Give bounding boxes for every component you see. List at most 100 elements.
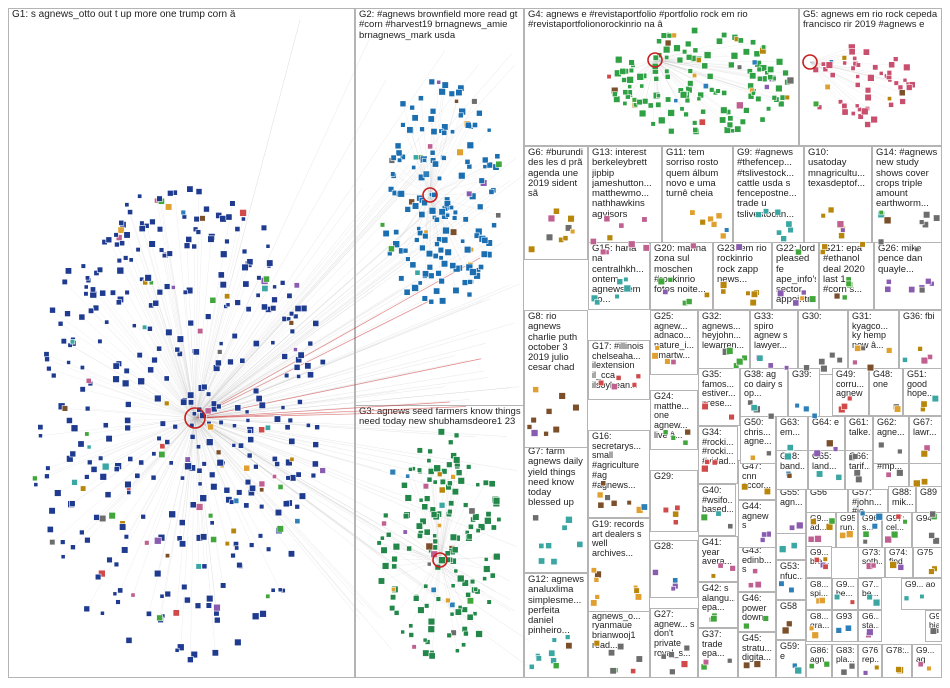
group-label-g7: G7: farm agnews daily yield things need … bbox=[528, 447, 583, 509]
group-label-g38: G38: ag co dairy s op... bbox=[744, 370, 783, 399]
group-panel-g51: G51: good hope... bbox=[903, 368, 942, 416]
group-label-g15: G15: hana na centralhkh... ontem agnews … bbox=[592, 244, 644, 306]
group-label-g6a: G6... sta... bbox=[862, 612, 879, 631]
group-label-g8a: G8... spi... bbox=[810, 580, 829, 599]
group-label-g74: G74: find bbox=[889, 548, 908, 567]
group-panel-g8b: G8... gra... bbox=[806, 610, 832, 642]
group-label-g21: G21: epa #ethanol deal 2020 last 1 #corn… bbox=[823, 244, 865, 295]
group-panel-g22: G22: lord pleased fe ape_info's sector a… bbox=[772, 242, 819, 310]
group-panel-g58: G58 bbox=[776, 600, 806, 640]
group-label-g4: G4: agnews e #revistaportfolio #portfoli… bbox=[528, 10, 748, 31]
group-label-g76: G76: rep... bbox=[862, 646, 879, 665]
group-label-g23: G23: em rio rockinrio rock zapp news... bbox=[717, 244, 767, 285]
group-label-g39: G39: bbox=[792, 370, 812, 379]
group-label-g36: G36: fbi bbox=[903, 312, 935, 321]
group-label-g96: G96: s... bbox=[862, 514, 879, 533]
group-panel-g44: G44: agnew s bbox=[738, 500, 776, 548]
group-panel-g9b: G9... bre... bbox=[806, 546, 832, 578]
group-label-g37: G37: trade epa... bbox=[702, 630, 725, 659]
group-panel-g12: G12: agnews analuxlima simplesme... perf… bbox=[524, 573, 588, 678]
group-label-g7a: G7... be... bbox=[862, 580, 879, 599]
group-label-g33: G33: spiro agnew s lawyer... bbox=[754, 312, 788, 351]
group-panel-g34: G34: #rocki... #rocki... #vidad... bbox=[698, 426, 738, 484]
group-panel-g25: G25: agnew... adnaco... nature_i... smar… bbox=[650, 310, 698, 375]
group-label-g9b: G9... bre... bbox=[810, 548, 829, 567]
group-panel-g37: G37: trade epa... bbox=[698, 628, 738, 678]
group-panel-g6a: G6... sta... bbox=[858, 610, 882, 642]
group-label-g16: G16: secretarys... small #agriculture #a… bbox=[592, 432, 642, 490]
group-label-g8: G8: rio agnews charlie puth october 3 20… bbox=[528, 312, 578, 374]
group-label-g41: G41: year avera... bbox=[702, 538, 733, 567]
group-label-g89: G89 bbox=[920, 488, 938, 497]
group-panel-g9: G9: #agnews #thefencep... #tslivestock..… bbox=[733, 146, 804, 260]
group-panel-g95: G95: run... bbox=[836, 512, 858, 548]
group-panel-g45: G45: stratu... digita... bbox=[738, 632, 776, 678]
group-panel-g31: G31: kyagco... ky hemp new â... bbox=[848, 310, 899, 375]
group-label-g26: G26: mike pence dan quayle... bbox=[878, 244, 923, 275]
group-panel-g13: G13: interest berkeleybrett jipbip james… bbox=[588, 146, 662, 260]
group-label-g55: G55: agn... bbox=[780, 488, 803, 507]
group-panel-g7a: G7... be... bbox=[858, 578, 882, 610]
group-panel-g53: G53: nfuc... bbox=[776, 560, 806, 600]
group-panel-g9f: G9... ag bbox=[912, 644, 942, 678]
group-panel-g28: G28: bbox=[650, 540, 698, 598]
group-panel-g24: G24: matthe... one agnew... live â... bbox=[650, 390, 698, 450]
group-label-g73: G73: soth... bbox=[862, 548, 882, 567]
group-label-g48: G48: one bbox=[873, 370, 893, 389]
group-panel-g65: G65: land... bbox=[808, 450, 845, 490]
group-label-g24: G24: matthe... one agnew... live â... bbox=[654, 392, 690, 440]
group-label-g27: G27: agnew... s don't private royal_s... bbox=[654, 610, 695, 658]
group-label-g9e: G9... bia bbox=[929, 612, 939, 631]
group-panel-g94: G94 bbox=[912, 512, 942, 548]
group-panel-g17: G17: #illinois chelseaha... ilextension … bbox=[588, 340, 650, 400]
group-panel-g8: G8: rio agnews charlie puth october 3 20… bbox=[524, 310, 588, 448]
group-label-g83: G83: pla... bbox=[836, 646, 855, 665]
group-label-g45: G45: stratu... digita... bbox=[742, 634, 773, 663]
group-label-g35: G35: famos... estiver... prese... bbox=[702, 370, 736, 409]
group-label-g12: G12: agnews analuxlima simplesme... perf… bbox=[528, 575, 584, 637]
group-panel-g78: G78:... bbox=[882, 644, 912, 678]
group-label-g46: G46: power down bbox=[742, 594, 767, 623]
group-label-g3: G3: agnews seed farmers know things need… bbox=[359, 407, 521, 428]
group-panel-g33: G33: spiro agnew s lawyer... bbox=[750, 310, 798, 375]
group-label-g68: G68: band... bbox=[780, 452, 805, 471]
group-label-g86: G86: agn... bbox=[810, 646, 829, 665]
group-panel-g74: G74: find bbox=[885, 546, 913, 578]
group-panel-g36: G36: fbi bbox=[899, 310, 942, 375]
group-panel-g11: G11: tem sorriso rosto quem álbum novo e… bbox=[662, 146, 733, 260]
group-panel-g9e: G9... bia bbox=[925, 610, 942, 642]
group-label-g40: G40: #wsifo... based... bbox=[702, 486, 733, 515]
group-label-g58: G58 bbox=[780, 602, 798, 611]
group-panel-g41: G41: year avera... bbox=[698, 536, 738, 582]
group-panel-g68: G68: band... bbox=[776, 450, 808, 490]
group-label-g95: G95: run... bbox=[840, 514, 855, 533]
group-panel-g97: G97: cel... bbox=[882, 512, 912, 548]
group-label-g63: G63: em... bbox=[780, 418, 801, 437]
group-panel-g1: G1: s agnews_otto out t up more one trum… bbox=[8, 8, 355, 678]
group-label-g30: G30: bbox=[802, 312, 822, 321]
group-panel-g6: G6: #burundi des les d prã agenda une 20… bbox=[524, 146, 588, 260]
group-panel-g9c: G9... be... bbox=[832, 578, 858, 610]
group-label-g9d: G9... ao bbox=[905, 580, 936, 589]
group-label-g56: G56 bbox=[810, 488, 828, 497]
group-label-g66: G66: tarif... bbox=[849, 452, 870, 471]
group-panel-g49: G49: corru... agnew bbox=[832, 368, 869, 416]
group-panel-g47: G47: cnn accor... bbox=[738, 460, 776, 500]
group-panel-g43: G43: edinb... s bbox=[738, 544, 776, 592]
group-panel-g86: G86: agn... bbox=[806, 644, 832, 678]
group-label-g14: G14: #agnews new study shows cover crops… bbox=[876, 148, 938, 210]
group-panel-g21: G21: epa #ethanol deal 2020 last 1 #corn… bbox=[819, 242, 874, 310]
group-panel-g30: G30: bbox=[798, 310, 848, 375]
group-panel-g55: G55: agn... bbox=[776, 486, 806, 534]
group-label-g94: G94 bbox=[916, 514, 933, 523]
group-label-g43: G43: edinb... s bbox=[742, 546, 772, 575]
group-panel-g27: G27: agnew... s don't private royal_s... bbox=[650, 608, 698, 678]
group-label-g1: G1: s agnews_otto out t up more one trum… bbox=[12, 10, 236, 20]
group-label-g47: G47: cnn accor... bbox=[742, 462, 772, 491]
group-panel-g5: G5: agnews em rio rock cepeda francisco … bbox=[799, 8, 942, 146]
group-panel-g29: G29: bbox=[650, 470, 698, 532]
group-label-g61: G61: talke... bbox=[849, 418, 870, 437]
group-label-g75: G75 bbox=[917, 548, 934, 557]
group-label-g29: G29: bbox=[654, 472, 674, 481]
